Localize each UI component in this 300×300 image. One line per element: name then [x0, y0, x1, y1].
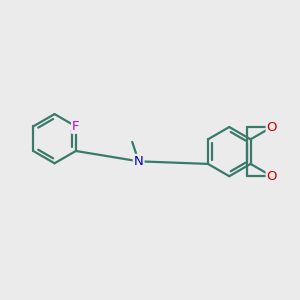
Text: O: O: [267, 170, 277, 183]
Text: O: O: [267, 121, 277, 134]
Text: N: N: [134, 155, 144, 168]
Text: F: F: [72, 120, 80, 133]
